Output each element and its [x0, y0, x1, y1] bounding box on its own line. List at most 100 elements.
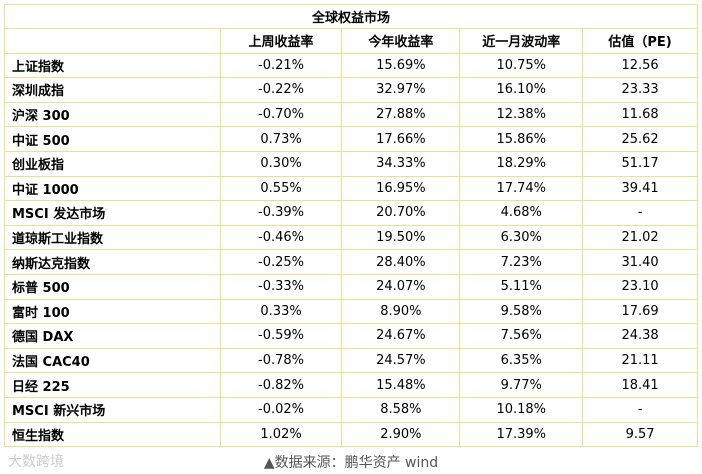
cell: 15.48%: [341, 372, 461, 398]
cell: 19.50%: [341, 224, 461, 251]
cell: 25.62: [582, 126, 698, 152]
table-row: 法国 CAC40 -0.78% 24.57% 6.35% 21.11: [4, 347, 698, 374]
cell: 21.02: [582, 224, 698, 251]
cell: 15.86%: [459, 126, 584, 152]
row-label: 标普 500: [4, 273, 221, 300]
table-row: 中证 1000 0.55% 16.95% 17.74% 39.41: [4, 175, 698, 202]
cell: 8.58%: [341, 396, 461, 423]
cell: 16.95%: [341, 175, 461, 202]
cell: 10.18%: [459, 396, 584, 423]
cell: -0.82%: [219, 372, 343, 398]
header-cell: 上周收益率: [219, 28, 343, 54]
cell: 16.10%: [459, 77, 584, 103]
table-row: 中证 500 0.73% 17.66% 15.86% 25.62: [4, 126, 698, 152]
cell: 8.90%: [341, 298, 461, 325]
cell: 18.29%: [459, 150, 584, 177]
cell: -0.78%: [219, 347, 343, 374]
row-label: 深圳成指: [4, 77, 221, 103]
header-cell: 估值（PE): [582, 28, 698, 54]
watermark: 大数跨境: [8, 454, 64, 470]
cell: -: [582, 200, 698, 226]
cell: 24.38: [582, 323, 698, 349]
cell: -0.22%: [219, 77, 343, 103]
row-label: MSCI 新兴市场: [4, 396, 221, 423]
cell: 5.11%: [459, 273, 584, 300]
cell: -0.70%: [219, 101, 343, 128]
table-row: 沪深 300 -0.70% 27.88% 12.38% 11.68: [4, 101, 698, 128]
header-row: 上周收益率 今年收益率 近一月波动率 估值（PE): [4, 28, 698, 54]
row-label: 富时 100: [4, 298, 221, 325]
table-row: MSCI 新兴市场 -0.02% 8.58% 10.18% -: [4, 396, 698, 423]
cell: 9.57: [582, 421, 698, 448]
row-label: 沪深 300: [4, 101, 221, 128]
cell: 12.56: [582, 52, 698, 79]
cell: 4.68%: [459, 200, 584, 226]
cell: -: [582, 396, 698, 423]
cell: 27.88%: [341, 101, 461, 128]
cell: 23.33: [582, 77, 698, 103]
cell: 11.68: [582, 101, 698, 128]
cell: 17.69: [582, 298, 698, 325]
cell: 39.41: [582, 175, 698, 202]
cell: 12.38%: [459, 101, 584, 128]
table-row: 恒生指数 1.02% 2.90% 17.39% 9.57: [4, 421, 698, 448]
row-label: 恒生指数: [4, 421, 221, 448]
cell: -0.33%: [219, 273, 343, 300]
table-title: 全球权益市场: [4, 4, 698, 29]
cell: 51.17: [582, 150, 698, 177]
table-row: 上证指数 -0.21% 15.69% 10.75% 12.56: [4, 52, 698, 79]
cell: 17.66%: [341, 126, 461, 152]
cell: 24.67%: [341, 323, 461, 349]
cell: -0.59%: [219, 323, 343, 349]
cell: 24.57%: [341, 347, 461, 374]
source-note: ▲数据来源：鹏华资产 wind: [263, 455, 439, 471]
cell: 2.90%: [341, 421, 461, 448]
table-row: 日经 225 -0.82% 15.48% 9.77% 18.41: [4, 372, 698, 398]
cell: 6.35%: [459, 347, 584, 374]
cell: -0.02%: [219, 396, 343, 423]
cell: 28.40%: [341, 249, 461, 275]
cell: 17.74%: [459, 175, 584, 202]
cell: 7.56%: [459, 323, 584, 349]
table-row: MSCI 发达市场 -0.39% 20.70% 4.68% -: [4, 200, 698, 226]
cell: 31.40: [582, 249, 698, 275]
row-label: 中证 500: [4, 126, 221, 152]
row-label: 上证指数: [4, 52, 221, 79]
table-row: 深圳成指 -0.22% 32.97% 16.10% 23.33: [4, 77, 698, 103]
cell: 15.69%: [341, 52, 461, 79]
header-cell: 今年收益率: [341, 28, 461, 54]
cell: -0.39%: [219, 200, 343, 226]
cell: 10.75%: [459, 52, 584, 79]
table-row: 标普 500 -0.33% 24.07% 5.11% 23.10: [4, 273, 698, 300]
row-label: 日经 225: [4, 372, 221, 398]
row-label: MSCI 发达市场: [4, 200, 221, 226]
cell: 18.41: [582, 372, 698, 398]
cell: 0.33%: [219, 298, 343, 325]
cell: -0.46%: [219, 224, 343, 251]
cell: 20.70%: [341, 200, 461, 226]
table-row: 德国 DAX -0.59% 24.67% 7.56% 24.38: [4, 323, 698, 349]
row-label: 德国 DAX: [4, 323, 221, 349]
table-row: 富时 100 0.33% 8.90% 9.58% 17.69: [4, 298, 698, 325]
cell: 0.30%: [219, 150, 343, 177]
row-label: 法国 CAC40: [4, 347, 221, 374]
table-row: 道琼斯工业指数 -0.46% 19.50% 6.30% 21.02: [4, 224, 698, 251]
table-row: 纳斯达克指数 -0.25% 28.40% 7.23% 31.40: [4, 249, 698, 275]
header-cell: 近一月波动率: [459, 28, 584, 54]
row-label: 道琼斯工业指数: [4, 224, 221, 251]
table-body: 上证指数 -0.21% 15.69% 10.75% 12.56 深圳成指 -0.22% 32.…: [4, 52, 698, 448]
cell: 17.39%: [459, 421, 584, 448]
row-label: 纳斯达克指数: [4, 249, 221, 275]
cell: 7.23%: [459, 249, 584, 275]
cell: 1.02%: [219, 421, 343, 448]
cell: 0.73%: [219, 126, 343, 152]
cell: 32.97%: [341, 77, 461, 103]
equity-table: 全球权益市场 上周收益率 今年收益率 近一月波动率 估值（PE) 上证指数 -0.21%…: [4, 4, 698, 448]
cell: 21.11: [582, 347, 698, 374]
row-label: 中证 1000: [4, 175, 221, 202]
row-label: 创业板指: [4, 150, 221, 177]
cell: 23.10: [582, 273, 698, 300]
cell: -0.25%: [219, 249, 343, 275]
cell: 24.07%: [341, 273, 461, 300]
